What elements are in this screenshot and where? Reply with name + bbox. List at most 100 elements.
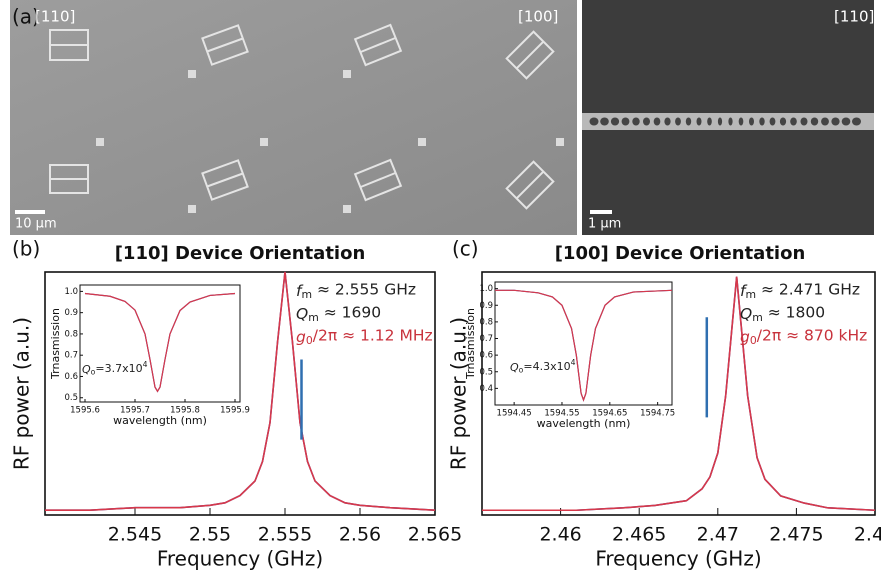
x-tick-label: 1595.9	[220, 406, 250, 416]
annotation-part: g	[740, 328, 750, 346]
x-tick-label: 2.465	[612, 524, 666, 546]
panel-label: (c)	[452, 237, 479, 261]
annotation-part: m	[308, 311, 319, 324]
hole	[800, 117, 808, 126]
x-tick-label: 2.555	[258, 524, 312, 546]
annotation-part: =3.7x10	[95, 362, 142, 375]
x-tick-label: 2.46	[539, 524, 581, 546]
hole	[610, 117, 620, 126]
x-tick-label: 2.56	[339, 524, 381, 546]
series-line	[45, 271, 436, 511]
x-tick-label: 1595.7	[120, 406, 150, 416]
annotation-part: ≈ 2.555 GHz	[312, 280, 416, 298]
hole	[769, 117, 776, 126]
annotation-part: Q	[510, 361, 519, 374]
x-tick-label: 1594.45	[497, 409, 532, 419]
plot-area	[79, 284, 241, 403]
scale-label: 10 μm	[15, 217, 57, 232]
y-axis-label: Trnasmission	[464, 308, 477, 380]
annotation: fm ≈ 2.471 GHz	[740, 280, 860, 301]
hole	[790, 117, 797, 126]
annotation-part: Q	[296, 305, 308, 323]
hole	[696, 117, 702, 126]
annotation-part: m	[301, 288, 312, 301]
annotation: Qm ≈ 1690	[296, 303, 381, 324]
hole	[810, 117, 819, 126]
hole	[728, 117, 733, 126]
annotation-part: Q	[82, 363, 91, 376]
y-axis-label: RF power (a.u.)	[447, 317, 471, 470]
y-axis-label: Trnasmission	[49, 308, 62, 380]
annotation-part: ≈ 2.471 GHz	[756, 280, 860, 298]
y-tick-label: 0.8	[479, 317, 493, 327]
sem-image-right	[582, 0, 874, 235]
chart-title: [100] Device Orientation	[555, 243, 806, 264]
y-tick-label: 0.7	[64, 351, 78, 361]
series-line	[482, 276, 876, 512]
x-tick-label: 1594.55	[544, 409, 579, 419]
orientation-label: [100]	[518, 8, 558, 26]
series-line	[495, 289, 673, 402]
annotation-part: f	[740, 282, 748, 300]
x-tick-label: 2.48	[854, 524, 881, 546]
y-tick-label: 0.9	[64, 308, 78, 318]
series-line	[84, 292, 236, 393]
annotation: Qo=3.7x104	[82, 360, 148, 377]
hole	[653, 117, 661, 126]
x-axis-label: wavelength (nm)	[113, 414, 207, 427]
chart-title: [110] Device Orientation	[115, 243, 366, 264]
annotation-part: /2π ≈ 870 kHz	[757, 326, 868, 344]
annotation-part: /2π ≈ 1.12 MHz	[313, 326, 433, 344]
y-tick-label: 0.5	[479, 367, 493, 377]
annotation-part: 0	[306, 334, 313, 347]
hole	[600, 117, 609, 126]
x-tick-label: 1594.75	[640, 409, 675, 419]
x-tick-label: 1595.8	[170, 406, 200, 416]
x-tick-label: 2.47	[697, 524, 739, 546]
annotation-part: 4	[571, 358, 576, 367]
hole	[738, 117, 744, 126]
annotation-part: f	[296, 282, 304, 300]
scale-label: 1 μm	[588, 217, 621, 232]
hole	[621, 117, 630, 126]
y-tick-label: 0.5	[64, 393, 78, 403]
annotation-part: 0	[750, 334, 757, 347]
y-tick-label: 1.0	[479, 284, 493, 294]
annotation-part: o	[91, 368, 96, 377]
annotation-part: m	[752, 311, 763, 324]
annotation-part: =4.3x10	[523, 360, 570, 373]
x-axis-label: wavelength (nm)	[537, 417, 631, 430]
sem-image-left	[10, 0, 577, 235]
y-tick-label: 0.4	[479, 384, 493, 394]
hole	[749, 117, 754, 126]
x-tick-label: 2.565	[408, 524, 462, 546]
x-tick-label: 2.475	[769, 524, 823, 546]
y-tick-label: 0.7	[479, 334, 493, 344]
hole	[632, 117, 640, 126]
hole	[589, 117, 599, 126]
y-tick-label: 0.9	[479, 301, 493, 311]
hole	[685, 117, 692, 126]
annotation-part: m	[745, 288, 756, 301]
y-tick-label: 1.0	[64, 287, 78, 297]
y-tick-label: 0.6	[64, 372, 78, 382]
hole	[707, 117, 712, 126]
x-axis-label: Frequency (GHz)	[595, 547, 761, 571]
annotation-part: 4	[143, 360, 148, 369]
y-tick-label: 0.8	[64, 329, 78, 339]
orientation-label: [110]	[35, 8, 75, 26]
x-tick-label: 2.545	[108, 524, 162, 546]
hole	[821, 117, 829, 126]
hole	[675, 117, 681, 126]
annotation-part: Q	[740, 305, 752, 323]
hole	[852, 117, 861, 126]
annotation: g0/2π ≈ 870 kHz	[740, 326, 867, 347]
hole	[759, 117, 765, 126]
x-tick-label: 1595.6	[70, 406, 100, 416]
x-tick-label: 2.55	[189, 524, 231, 546]
hole	[841, 117, 851, 126]
y-axis-label: RF power (a.u.)	[10, 317, 34, 470]
annotation-part: o	[519, 366, 524, 375]
y-tick-label: 0.6	[479, 351, 493, 361]
